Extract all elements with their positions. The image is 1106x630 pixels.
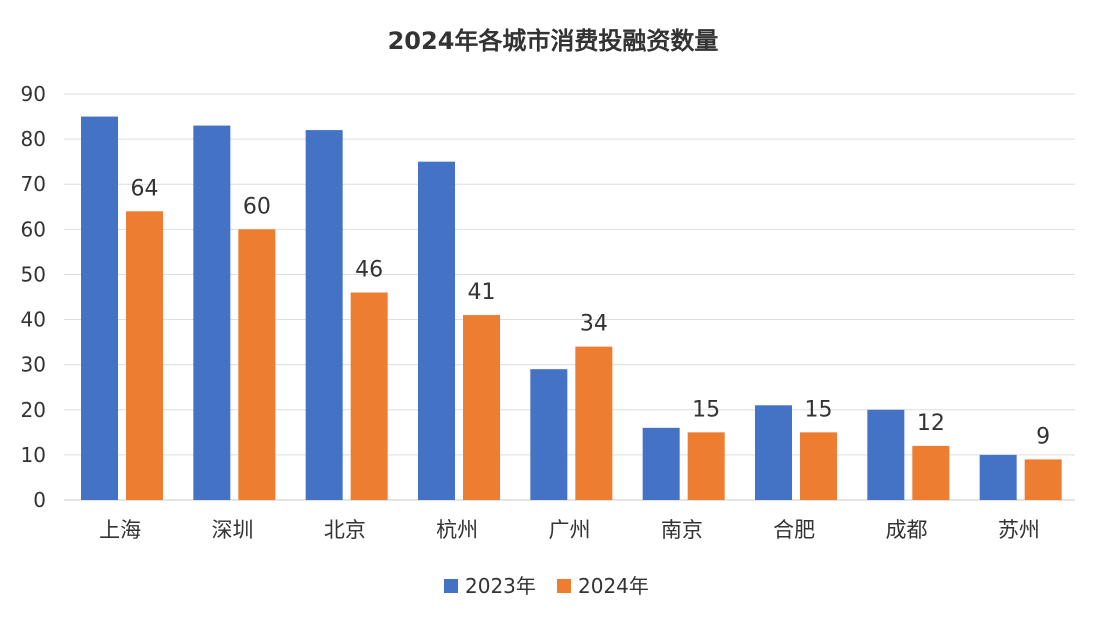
y-tick-label: 20: [21, 398, 46, 422]
data-label: 15: [805, 397, 833, 422]
bar-series1: [755, 405, 792, 500]
data-label: 12: [917, 411, 945, 436]
bar-series1: [81, 116, 118, 501]
bar-series2: [350, 292, 388, 500]
data-label: 9: [1036, 424, 1050, 449]
bar-series2: [800, 432, 837, 500]
y-tick-label: 10: [21, 443, 46, 467]
legend-label: 2024年: [578, 574, 649, 598]
bar-series1: [305, 130, 343, 501]
y-tick-label: 0: [33, 488, 46, 512]
data-label: 60: [243, 194, 271, 219]
category-label: 深圳: [212, 518, 254, 542]
category-label: 北京: [324, 518, 366, 542]
bar-series2: [912, 445, 950, 500]
data-label: 34: [580, 312, 608, 337]
bar-series2: [463, 315, 500, 500]
bars: [81, 116, 1062, 501]
y-tick-label: 60: [21, 217, 46, 241]
data-label: 46: [355, 257, 383, 282]
category-label: 合肥: [773, 518, 815, 542]
y-axis-ticks: 0 10 20 30 40 50 60 70 80 90: [21, 82, 46, 512]
category-label: 成都: [886, 518, 928, 542]
category-label: 上海: [99, 518, 141, 542]
data-labels: 64 60 46 41 34 15 15 12 9: [131, 176, 1051, 449]
chart-title: 2024年各城市消费投融资数量: [388, 27, 719, 55]
y-tick-label: 80: [21, 127, 46, 151]
bar-series1: [530, 369, 568, 500]
bar-series2: [687, 432, 725, 500]
category-label: 苏州: [998, 518, 1040, 542]
bar-series1: [867, 409, 905, 500]
legend-label: 2023年: [465, 574, 536, 598]
data-label: 64: [131, 176, 159, 201]
category-label: 杭州: [436, 518, 478, 542]
gridlines: [64, 93, 1075, 501]
y-tick-label: 90: [21, 82, 46, 106]
bar-series1: [193, 125, 231, 501]
category-label: 广州: [549, 518, 591, 542]
bar-series1: [642, 427, 680, 500]
bar-series1: [418, 161, 455, 500]
y-tick-label: 70: [21, 172, 46, 196]
category-label: 南京: [661, 518, 703, 542]
data-label: 41: [468, 280, 496, 305]
bar-series2: [126, 211, 163, 501]
data-label: 15: [692, 397, 720, 422]
bar-series2: [238, 229, 276, 501]
bar-series2: [575, 346, 613, 500]
x-axis-labels: 上海 深圳 北京 杭州 广州 南京 合肥 成都 苏州: [99, 518, 1040, 542]
y-tick-label: 40: [21, 308, 46, 332]
y-tick-label: 50: [21, 262, 46, 286]
legend: 2023年 2024年: [444, 574, 649, 598]
legend-swatch: [444, 579, 458, 593]
legend-swatch: [557, 579, 571, 593]
y-tick-label: 30: [21, 353, 46, 377]
bar-series2: [1024, 459, 1062, 500]
bar-series1: [979, 454, 1017, 500]
